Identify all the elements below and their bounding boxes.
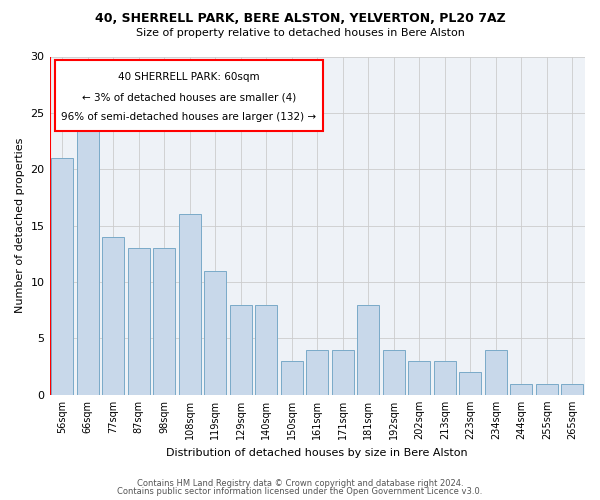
Bar [460, 372, 481, 395]
Bar [256, 304, 277, 395]
Bar [154, 248, 175, 395]
Text: 96% of semi-detached houses are larger (132) →: 96% of semi-detached houses are larger (… [61, 112, 316, 122]
Bar [77, 124, 98, 395]
Bar [562, 384, 583, 395]
Bar [434, 361, 455, 395]
Text: 40 SHERRELL PARK: 60sqm: 40 SHERRELL PARK: 60sqm [118, 72, 260, 82]
X-axis label: Distribution of detached houses by size in Bere Alston: Distribution of detached houses by size … [166, 448, 468, 458]
Bar [281, 361, 302, 395]
Bar [358, 304, 379, 395]
Bar [103, 237, 124, 395]
Text: Contains public sector information licensed under the Open Government Licence v3: Contains public sector information licen… [118, 487, 482, 496]
Bar [332, 350, 353, 395]
Bar [383, 350, 404, 395]
Bar [128, 248, 149, 395]
Bar [536, 384, 557, 395]
Bar [307, 350, 328, 395]
Bar [511, 384, 532, 395]
FancyBboxPatch shape [55, 60, 323, 131]
Y-axis label: Number of detached properties: Number of detached properties [15, 138, 25, 314]
Text: Size of property relative to detached houses in Bere Alston: Size of property relative to detached ho… [136, 28, 464, 38]
Text: ← 3% of detached houses are smaller (4): ← 3% of detached houses are smaller (4) [82, 92, 296, 102]
Text: 40, SHERRELL PARK, BERE ALSTON, YELVERTON, PL20 7AZ: 40, SHERRELL PARK, BERE ALSTON, YELVERTO… [95, 12, 505, 26]
Bar [230, 304, 251, 395]
Bar [52, 158, 73, 395]
Bar [179, 214, 200, 395]
Bar [485, 350, 506, 395]
Bar [409, 361, 430, 395]
Bar [205, 271, 226, 395]
Text: Contains HM Land Registry data © Crown copyright and database right 2024.: Contains HM Land Registry data © Crown c… [137, 478, 463, 488]
